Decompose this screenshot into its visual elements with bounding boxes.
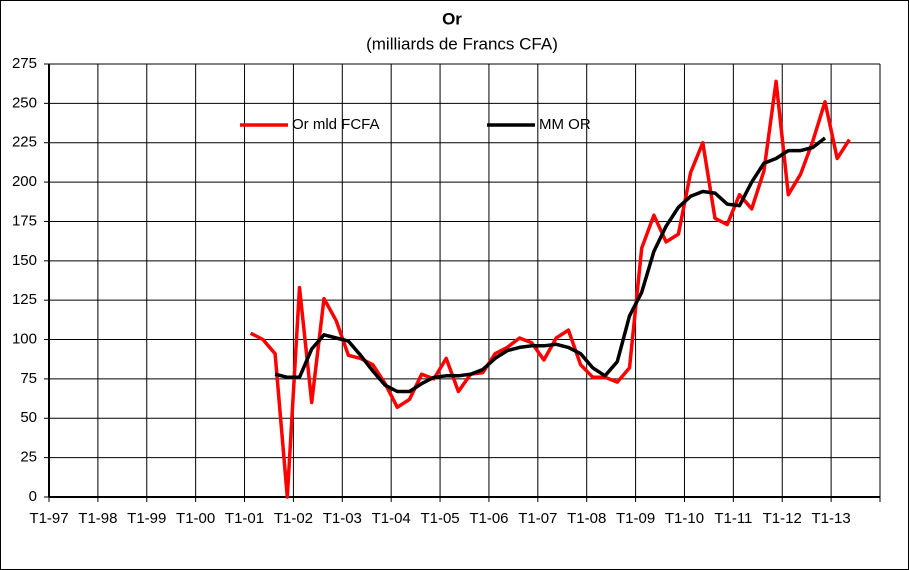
y-tick-label: 25 <box>20 449 37 466</box>
y-tick-label: 275 <box>12 55 37 72</box>
y-tick-label: 100 <box>12 331 37 348</box>
x-tick-label: T1-09 <box>616 510 655 527</box>
y-tick-label: 150 <box>12 252 37 269</box>
x-tick-label: T1-03 <box>323 510 362 527</box>
series-line <box>274 136 827 394</box>
chart-subtitle: (milliards de Francs CFA) <box>366 34 558 53</box>
y-tick-label: 225 <box>12 134 37 151</box>
x-tick-label: T1-98 <box>78 510 117 527</box>
x-tick-label: T1-08 <box>567 510 606 527</box>
legend-label: MM OR <box>539 116 591 133</box>
x-tick-label: T1-04 <box>372 510 411 527</box>
x-tick-label: T1-13 <box>812 510 851 527</box>
legend-label: Or mld FCFA <box>292 116 380 133</box>
x-tick-label: T1-01 <box>225 510 264 527</box>
series-line <box>249 79 851 499</box>
x-tick-label: T1-00 <box>176 510 215 527</box>
x-tick-label: T1-99 <box>127 510 166 527</box>
y-tick-label: 200 <box>12 173 37 190</box>
y-tick-label: 250 <box>12 94 37 111</box>
y-tick-label: 0 <box>29 488 37 505</box>
x-tick-label: T1-10 <box>665 510 704 527</box>
y-tick-label: 50 <box>20 409 37 426</box>
x-tick-label: T1-07 <box>518 510 557 527</box>
x-tick-label: T1-02 <box>274 510 313 527</box>
x-tick-label: T1-11 <box>714 510 752 527</box>
x-tick-label: T1-06 <box>469 510 508 527</box>
y-tick-label: 75 <box>20 370 37 387</box>
y-tick-label: 125 <box>12 291 37 308</box>
x-tick-label: T1-12 <box>763 510 802 527</box>
x-tick-label: T1-97 <box>29 510 68 527</box>
chart-title: Or <box>442 9 462 28</box>
y-tick-label: 175 <box>12 212 37 229</box>
x-tick-label: T1-05 <box>420 510 459 527</box>
